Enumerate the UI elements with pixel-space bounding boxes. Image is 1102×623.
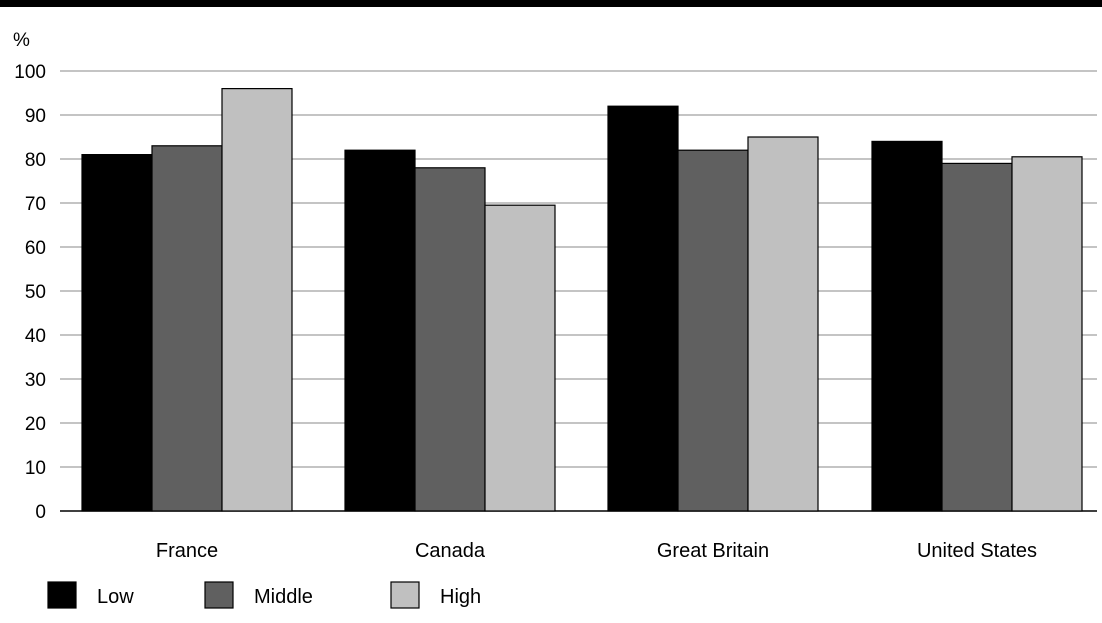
y-tick-label: 60: [25, 238, 46, 259]
legend-swatch-middle: [204, 581, 234, 609]
legend: Low Middle High: [47, 581, 481, 609]
bar-high-united-states: [1011, 156, 1083, 512]
bar-low-great-britain: [607, 105, 679, 512]
y-tick-label: 50: [25, 282, 46, 303]
category-label: United States: [917, 540, 1037, 562]
y-tick-label: 10: [25, 458, 46, 479]
y-tick-label: 80: [25, 150, 46, 171]
y-tick-label: 40: [25, 326, 46, 347]
legend-swatch-high: [390, 581, 420, 609]
category-labels: France Canada Great Britain United States: [156, 540, 1037, 562]
bar-middle-france: [151, 145, 223, 512]
legend-swatch-low: [47, 581, 77, 609]
category-label: Canada: [415, 540, 486, 562]
y-tick-label: 90: [25, 106, 46, 127]
bar-low-france: [81, 154, 153, 512]
y-tick-label: 20: [25, 414, 46, 435]
bar-middle-united-states: [941, 162, 1013, 512]
category-label: France: [156, 540, 218, 562]
bar-low-united-states: [871, 140, 943, 512]
y-tick-label: 0: [35, 502, 46, 523]
y-tick-labels: 0 10 20 30 40 50 60 70 80 90 100: [14, 62, 46, 523]
top-rule: [0, 0, 1102, 7]
bar-middle-great-britain: [677, 149, 749, 512]
category-label: Great Britain: [657, 540, 769, 562]
legend-label-low: Low: [97, 586, 134, 608]
bar-high-canada: [484, 204, 556, 512]
bar-high-france: [221, 87, 293, 512]
y-axis-label: %: [13, 30, 30, 51]
legend-label-high: High: [440, 586, 481, 608]
bar-middle-canada: [414, 167, 486, 512]
legend-label-middle: Middle: [254, 586, 313, 608]
y-tick-label: 100: [14, 62, 46, 83]
bars: [81, 87, 1083, 512]
bar-high-great-britain: [747, 136, 819, 512]
y-tick-label: 70: [25, 194, 46, 215]
y-tick-label: 30: [25, 370, 46, 391]
bar-low-canada: [344, 149, 416, 512]
